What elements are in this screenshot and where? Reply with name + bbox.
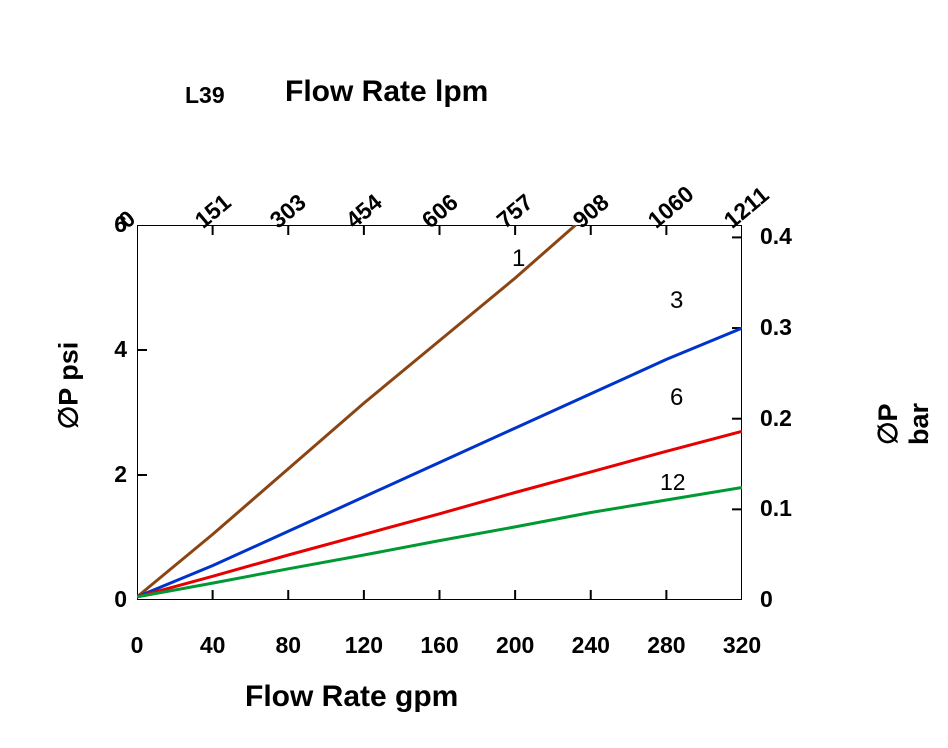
series-3-label: 3: [670, 287, 683, 315]
series-12-label: 12: [660, 469, 686, 496]
y-left-tick-label: 2: [97, 461, 127, 488]
y-left-tick-label: 0: [97, 586, 127, 613]
series-6-label: 6: [670, 384, 683, 412]
y-left-tick-label: 4: [97, 336, 127, 363]
left-y-axis-title: ∅P psi: [53, 342, 84, 430]
series-1-label: 1: [512, 245, 525, 273]
series-1: [137, 225, 576, 597]
y-right-tick-label: 0.4: [760, 223, 792, 250]
y-left-tick-label: 6: [97, 211, 127, 238]
y-right-tick-label: 0.2: [760, 405, 792, 432]
chart-stage: Flow Rate lpm L39 Flow Rate gpm ∅P psi ∅…: [0, 0, 948, 748]
x-bottom-tick-label: 40: [188, 632, 238, 659]
y-right-tick-label: 0.1: [760, 495, 792, 522]
top-x-axis-title: Flow Rate lpm: [285, 75, 488, 109]
x-bottom-tick-label: 320: [717, 632, 767, 659]
x-bottom-tick-label: 240: [566, 632, 616, 659]
chart-id-label: L39: [185, 82, 225, 109]
y-right-tick-label: 0: [760, 586, 773, 613]
x-bottom-tick-label: 80: [263, 632, 313, 659]
bottom-x-axis-title: Flow Rate gpm: [245, 680, 458, 714]
plot-area: [137, 225, 742, 600]
plot-svg: [137, 225, 742, 600]
right-y-axis-title: ∅P bar: [873, 357, 935, 445]
series-3: [137, 328, 742, 597]
x-bottom-tick-label: 120: [339, 632, 389, 659]
series-6: [137, 431, 742, 597]
x-bottom-tick-label: 280: [641, 632, 691, 659]
x-bottom-tick-label: 0: [112, 632, 162, 659]
x-bottom-tick-label: 200: [490, 632, 540, 659]
y-right-tick-label: 0.3: [760, 314, 792, 341]
x-bottom-tick-label: 160: [415, 632, 465, 659]
series-12: [137, 488, 742, 597]
